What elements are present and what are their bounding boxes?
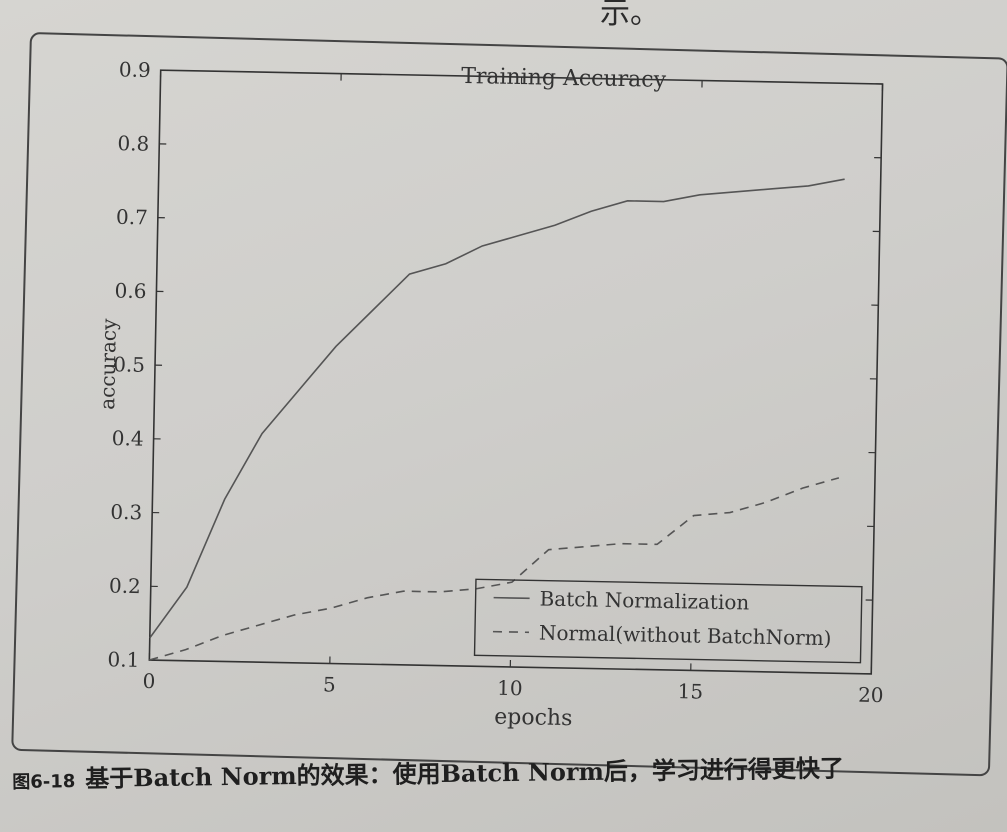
top-partial-text: 示。 — [600, 0, 660, 31]
series-line-normal — [149, 477, 840, 661]
y-tick-label: 0.4 — [112, 426, 144, 451]
legend-line-normal — [492, 630, 529, 634]
y-tick-label: 0.7 — [116, 205, 148, 230]
legend-box — [473, 578, 863, 664]
x-tick-label: 5 — [323, 672, 336, 696]
chart-title: Training Accuracy — [461, 64, 667, 93]
x-tick-label: 20 — [858, 683, 884, 707]
legend-label-batch-normalization: Batch Normalization — [539, 587, 749, 615]
y-tick-label: 0.9 — [119, 57, 151, 82]
training-accuracy-chart: Training Accuracy epochs accuracy 0 5 10 15… — [95, 57, 884, 731]
y-tick-label: 0.6 — [114, 279, 146, 304]
y-tick-label: 0.1 — [107, 647, 139, 672]
y-tick-label: 0.8 — [117, 131, 149, 156]
x-axis-label: epochs — [494, 705, 573, 731]
axis-ticks: 0 5 10 15 20 0.1 0.2 0.3 0.4 0.5 0.6 0.7 0.8 0.9 — [107, 57, 884, 707]
series-layer — [149, 178, 845, 661]
y-tick-label: 0.2 — [109, 573, 141, 598]
legend: Batch Normalization Normal(without Batch… — [473, 578, 863, 664]
x-tick-label: 10 — [497, 676, 523, 700]
plot-area-frame — [148, 69, 884, 675]
legend-line-batch-normalization — [493, 596, 530, 600]
y-axis-label: accuracy — [95, 318, 121, 410]
caption-number: 图6-18 — [12, 771, 76, 793]
legend-label-normal: Normal(without BatchNorm) — [539, 621, 832, 651]
caption-text: 基于Batch Norm的效果：使用Batch Norm后，学习进行得更快了 — [85, 753, 845, 793]
series-line-batch-normalization — [149, 178, 845, 639]
y-tick-label: 0.5 — [113, 352, 145, 377]
y-tick-label: 0.3 — [110, 500, 142, 525]
x-tick-label: 0 — [142, 669, 155, 693]
x-tick-label: 15 — [677, 679, 703, 703]
